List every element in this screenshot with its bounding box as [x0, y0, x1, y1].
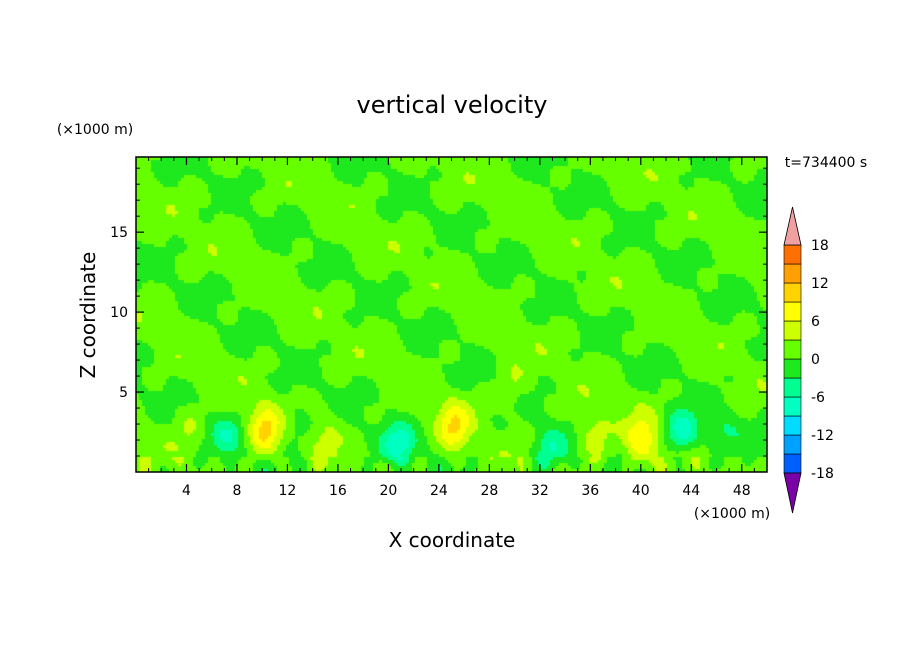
colorbar-segment: [783, 244, 802, 265]
colorbar-tick-label: -12: [811, 428, 834, 444]
colorbar: 18 12 6 0 -6 -12 -18: [783, 206, 834, 514]
colorbar-segment: [783, 301, 802, 322]
y-axis-ticks: 5 10 15: [110, 167, 767, 457]
x-tick-label: 8: [232, 483, 241, 499]
y-tick-label: 15: [110, 225, 128, 241]
colorbar-top-triangle: [783, 206, 802, 246]
colorbar-segment: [783, 453, 802, 474]
colorbar-tick-label: -6: [811, 390, 825, 406]
colorbar-segment: [783, 358, 802, 379]
x-tick-label: 40: [632, 483, 650, 499]
colorbar-tick-label: 18: [811, 238, 829, 254]
y-axis-label: Z coordinate: [76, 252, 100, 379]
x-tick-label: 32: [531, 483, 549, 499]
colorbar-segment: [783, 377, 802, 398]
x-tick-label: 20: [379, 483, 397, 499]
colorbar-segment: [783, 282, 802, 303]
x-axis-ticks: 4 8 12 16 20 24 28 32 36 40 44 48: [148, 157, 768, 499]
x-tick-label: 44: [682, 483, 700, 499]
x-tick-label: 36: [581, 483, 599, 499]
x-tick-label: 4: [182, 483, 191, 499]
x-tick-label: 24: [430, 483, 448, 499]
time-label: t=734400 s: [785, 155, 867, 171]
contour-field: [135, 156, 768, 473]
x-tick-label: 16: [329, 483, 347, 499]
colorbar-segment: [783, 320, 802, 341]
x-tick-label: 12: [279, 483, 297, 499]
colorbar-segment: [783, 415, 802, 436]
y-unit-label: (×1000 m): [57, 122, 133, 138]
colorbar-segment: [783, 434, 802, 455]
y-tick-label: 5: [119, 385, 128, 401]
colorbar-bottom-triangle: [783, 472, 802, 514]
x-tick-label: 28: [480, 483, 498, 499]
y-tick-label: 10: [110, 305, 128, 321]
colorbar-tick-label: -18: [811, 466, 834, 482]
x-axis-label: X coordinate: [389, 528, 516, 552]
colorbar-segment: [783, 263, 802, 284]
contour-image: [136, 157, 767, 472]
colorbar-tick-label: 12: [811, 276, 829, 292]
colorbar-tick-label: 0: [811, 352, 820, 368]
chart-title: vertical velocity: [357, 91, 548, 119]
colorbar-segment: [783, 396, 802, 417]
x-tick-label: 48: [733, 483, 751, 499]
colorbar-tick-label: 6: [811, 314, 820, 330]
x-unit-label: (×1000 m): [694, 506, 770, 522]
colorbar-segment: [783, 339, 802, 360]
